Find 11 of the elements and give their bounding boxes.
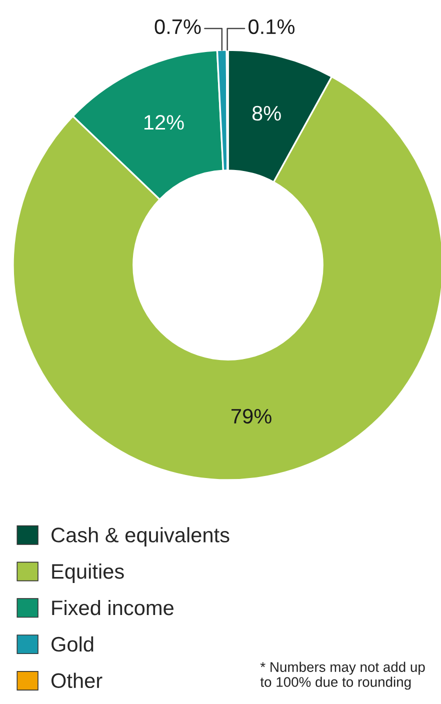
legend-label: Fixed income — [52, 600, 174, 616]
legend-label: Gold — [52, 636, 94, 652]
data-label: 8% — [252, 106, 281, 121]
data-label: 79% — [232, 408, 272, 424]
legend-label: Cash & equivalents — [52, 527, 230, 547]
data-label: 0.1% — [248, 19, 294, 34]
data-label: 0.7% — [154, 19, 201, 34]
text: * Numbers may not add up to 100% due to rounding — [260, 662, 425, 690]
data-label: 12% — [144, 115, 184, 130]
legend-label: Equities — [52, 564, 124, 583]
legend-label: Other — [51, 672, 102, 688]
